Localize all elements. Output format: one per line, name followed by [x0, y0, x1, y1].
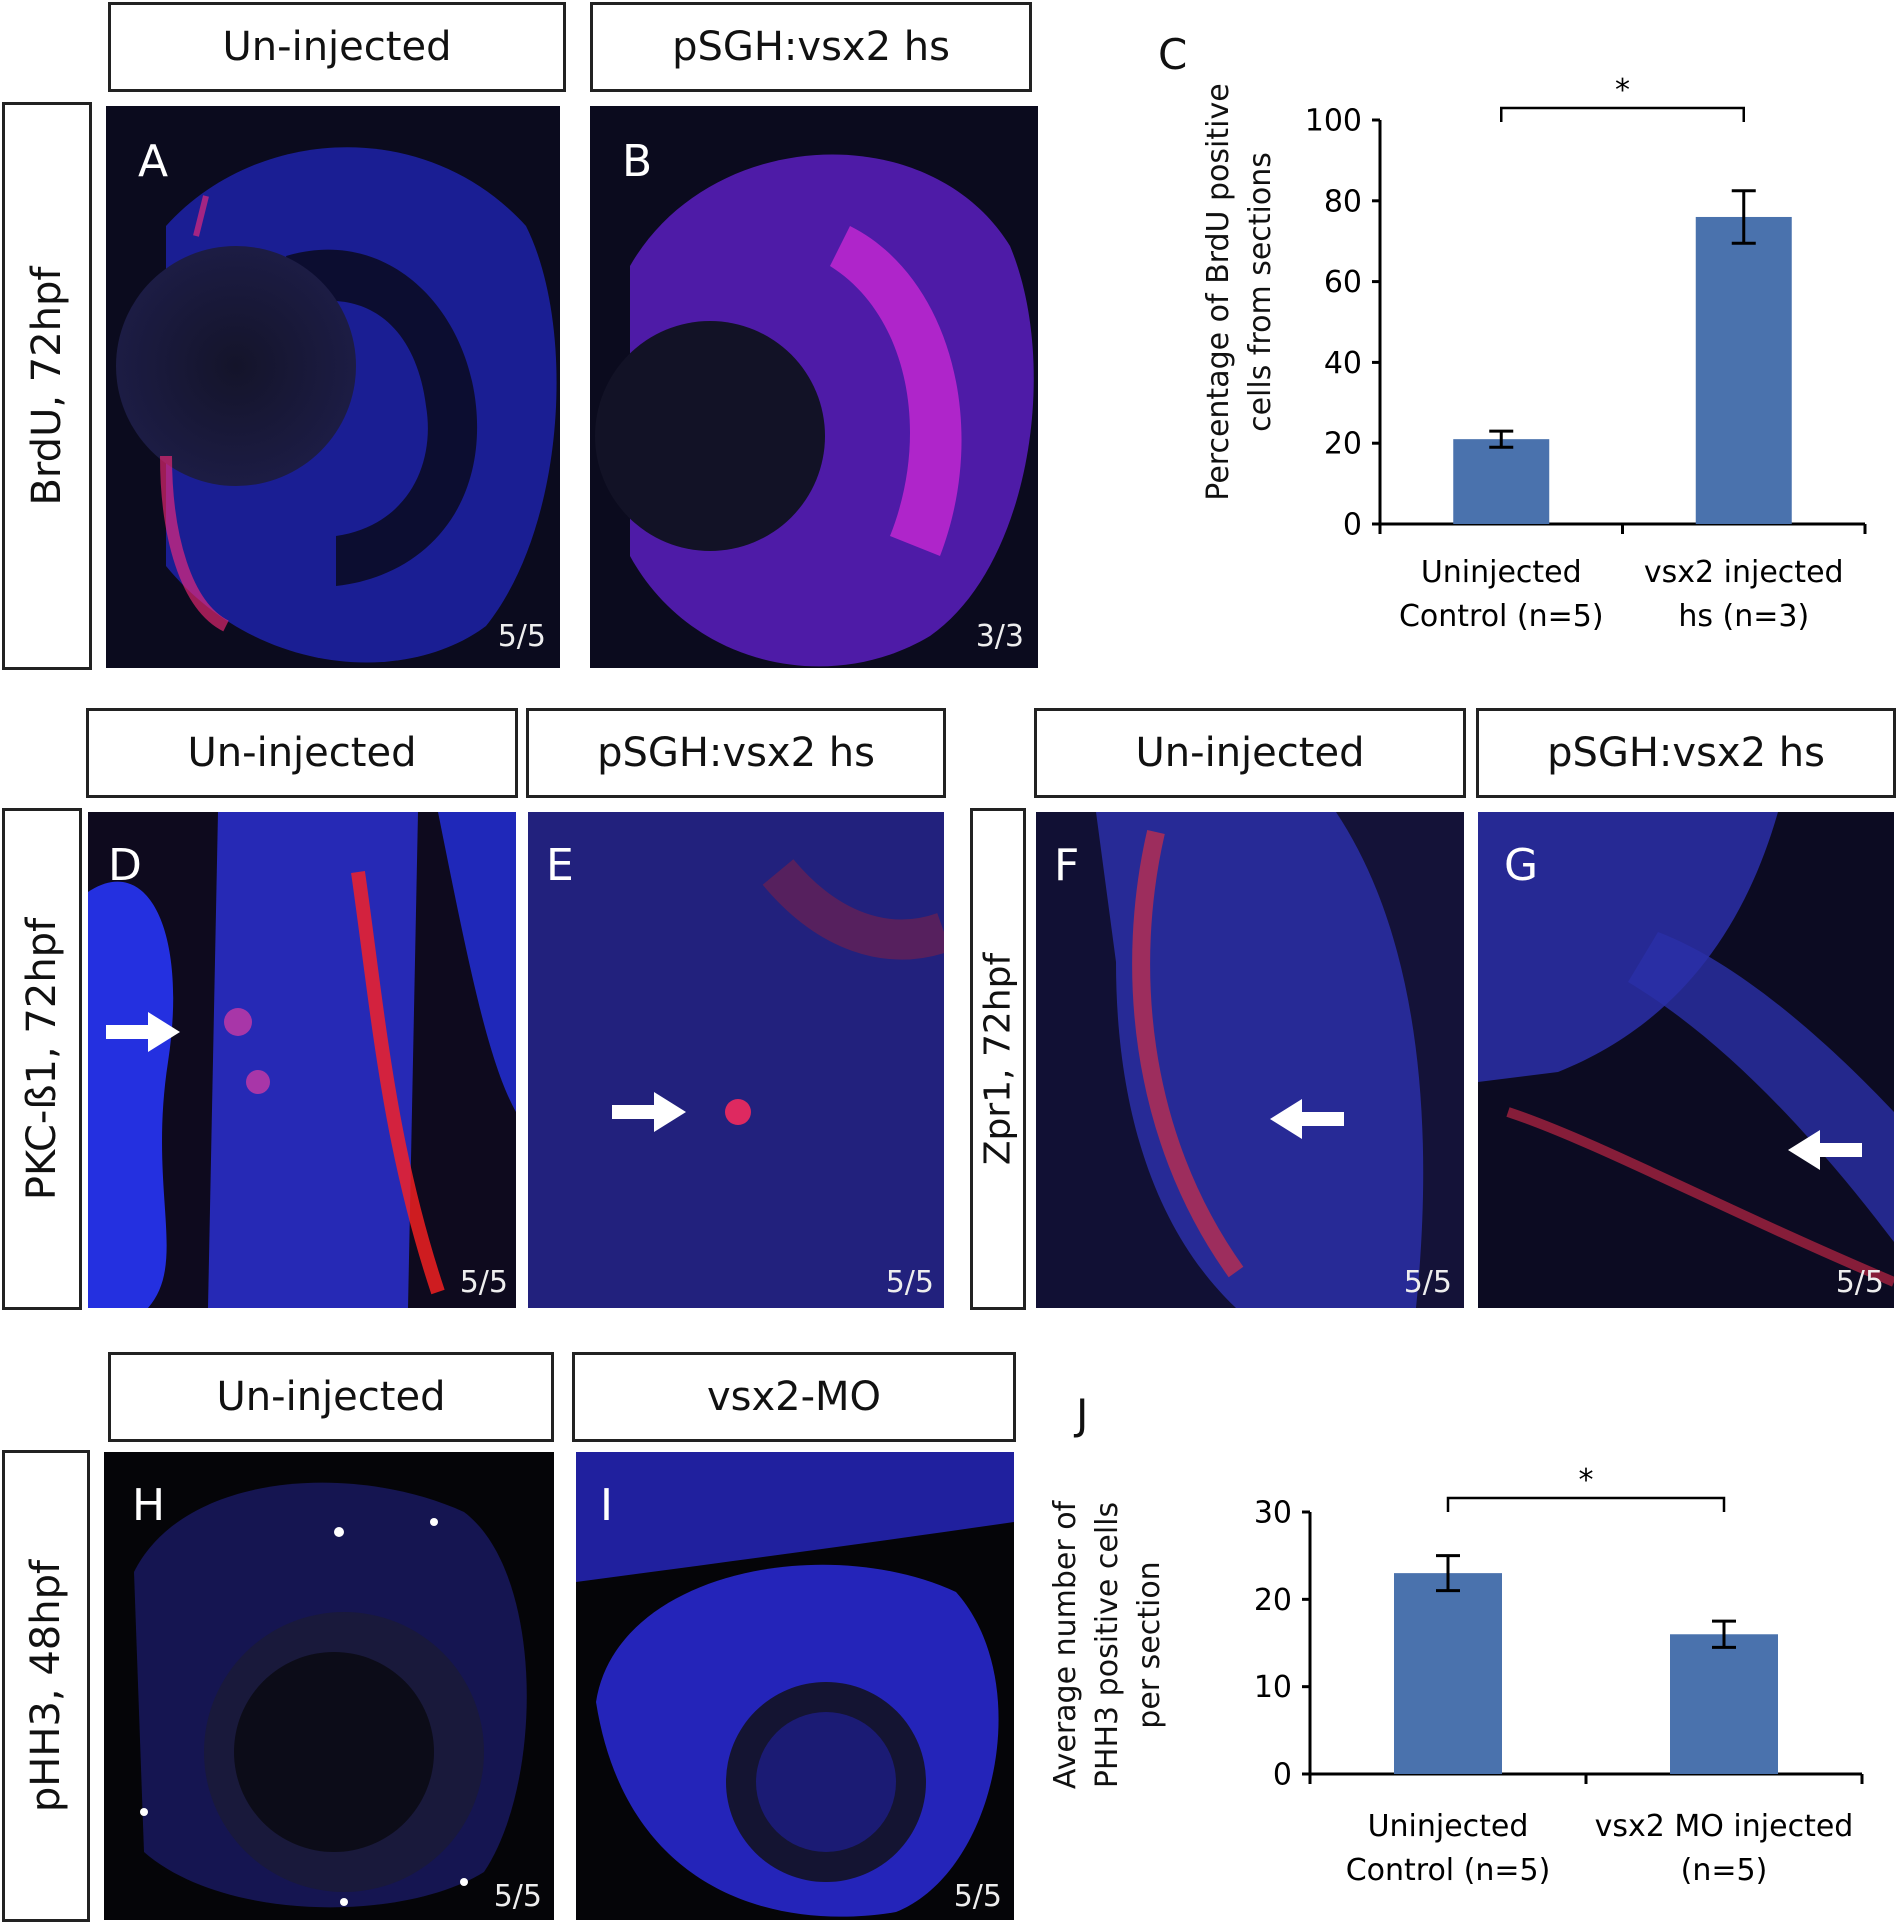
header-label: Un-injected: [187, 730, 417, 776]
chart-j-ylabel: Average number of PHH3 positive cells pe…: [1048, 1500, 1167, 1790]
y-tick-label: 20: [1254, 1583, 1292, 1618]
header-label: pSGH:vsx2 hs: [672, 24, 950, 70]
category-label: Uninjected: [1421, 555, 1582, 590]
bar-chart-j: 0 10 20 30 Uninjected Control (n=5) vsx2 MO in…: [1220, 1440, 1890, 1920]
category-label: (n=5): [1681, 1853, 1768, 1888]
micrograph-panel-b: B 3/3: [590, 106, 1038, 668]
micrograph-panel-d: D 5/5: [88, 812, 516, 1308]
significance-marker: *: [1579, 1463, 1594, 1498]
bar: [1394, 1573, 1502, 1774]
sample-ratio: 5/5: [953, 1879, 1002, 1914]
category-label: hs (n=3): [1678, 599, 1809, 634]
panel-letter: A: [138, 136, 169, 187]
arrow-icon: [1270, 1099, 1344, 1139]
retina-section-image: [590, 106, 1038, 668]
y-tick-label: 80: [1324, 184, 1362, 219]
y-tick-label: 0: [1273, 1758, 1292, 1793]
retina-section-image: [528, 812, 944, 1308]
sample-ratio: 5/5: [493, 1879, 542, 1914]
micrograph-panel-e: E 5/5: [528, 812, 944, 1308]
side-label-zpr1: Zpr1, 72hpf: [970, 808, 1026, 1310]
header-label: Un-injected: [222, 24, 452, 70]
panel-letter-j: J: [1076, 1390, 1089, 1439]
arrow-icon: [1788, 1130, 1862, 1170]
category-label: Uninjected: [1368, 1809, 1529, 1844]
side-label-phh3: pHH3, 48hpf: [2, 1450, 90, 1922]
header-uninjected-row1: Un-injected: [108, 2, 566, 92]
header-label: pSGH:vsx2 hs: [597, 730, 875, 776]
panel-letter: F: [1054, 840, 1080, 891]
sample-ratio: 5/5: [1835, 1265, 1884, 1300]
header-label: Un-injected: [1135, 730, 1365, 776]
sample-ratio: 5/5: [497, 619, 546, 654]
retina-section-image: [576, 1452, 1014, 1920]
side-label-brdu: BrdU, 72hpf: [2, 102, 92, 670]
y-tick-label: 20: [1324, 427, 1362, 462]
category-label: vsx2 MO injected: [1595, 1809, 1854, 1844]
micrograph-panel-h: H 5/5: [104, 1452, 554, 1920]
y-tick-label: 10: [1254, 1670, 1292, 1705]
header-vsx2mo-row3: vsx2-MO: [572, 1352, 1016, 1442]
header-uninjected-d: Un-injected: [86, 708, 518, 798]
panel-letter: E: [546, 840, 574, 891]
bar: [1453, 439, 1550, 524]
side-label-pkc: PKC-ß1, 72hpf: [2, 808, 82, 1310]
retina-section-image: [106, 106, 560, 668]
bar: [1695, 216, 1792, 524]
significance-bracket: [1446, 1496, 1726, 1512]
panel-letter: B: [622, 136, 653, 187]
sample-ratio: 3/3: [975, 619, 1024, 654]
category-label: Control (n=5): [1399, 599, 1604, 634]
micrograph-panel-f: F 5/5: [1036, 812, 1464, 1308]
micrograph-panel-g: G 5/5: [1478, 812, 1894, 1308]
sample-ratio: 5/5: [1403, 1265, 1452, 1300]
y-tick-label: 0: [1343, 508, 1362, 543]
header-vsx2-g: pSGH:vsx2 hs: [1476, 708, 1896, 798]
retina-section-image: [88, 812, 516, 1308]
panel-letter-c: C: [1158, 30, 1188, 79]
retina-section-image: [1478, 812, 1894, 1308]
panel-letter: I: [600, 1480, 613, 1531]
header-uninjected-row3: Un-injected: [108, 1352, 554, 1442]
significance-marker: *: [1615, 73, 1630, 108]
sample-ratio: 5/5: [885, 1265, 934, 1300]
y-tick-label: 100: [1305, 104, 1362, 139]
header-vsx2-e: pSGH:vsx2 hs: [526, 708, 946, 798]
panel-letter: D: [108, 840, 142, 891]
category-label: vsx2 injected: [1644, 555, 1844, 590]
header-label: pSGH:vsx2 hs: [1547, 730, 1825, 776]
y-tick-label: 30: [1254, 1496, 1292, 1531]
y-tick-label: 60: [1324, 265, 1362, 300]
micrograph-panel-i: I 5/5: [576, 1452, 1014, 1920]
panel-letter: H: [132, 1480, 166, 1531]
bar-chart-c: 0 20 40 60 80 100 Uninjected Control (n=5) vsx2 …: [1270, 60, 1890, 660]
arrow-icon: [612, 1092, 686, 1132]
panel-letter: G: [1504, 840, 1539, 891]
header-uninjected-f: Un-injected: [1034, 708, 1466, 798]
micrograph-panel-a: A 5/5: [106, 106, 560, 668]
bar: [1670, 1634, 1778, 1774]
header-vsx2-row1: pSGH:vsx2 hs: [590, 2, 1032, 92]
retina-section-image: [104, 1452, 554, 1920]
header-label: Un-injected: [216, 1374, 446, 1420]
arrow-icon: [106, 1012, 180, 1052]
retina-section-image: [1036, 812, 1464, 1308]
header-label: vsx2-MO: [706, 1374, 882, 1420]
y-tick-label: 40: [1324, 346, 1362, 381]
category-label: Control (n=5): [1346, 1853, 1551, 1888]
sample-ratio: 5/5: [459, 1265, 508, 1300]
significance-bracket: [1500, 106, 1745, 122]
